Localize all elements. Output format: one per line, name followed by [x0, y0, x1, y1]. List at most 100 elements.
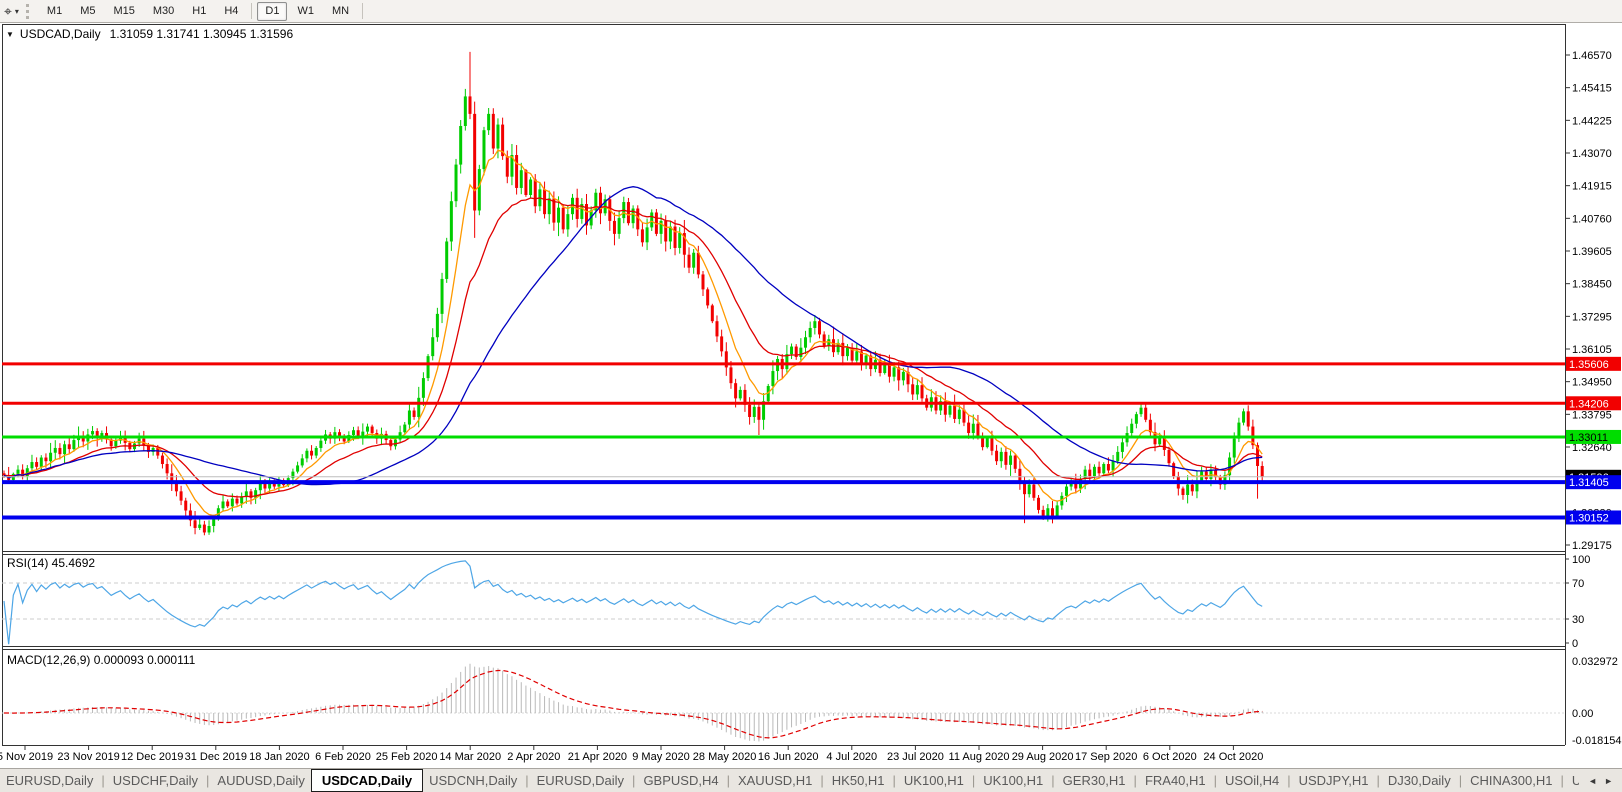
symbol-tabbar: EURUSD,Daily | USDCHF,Daily | AUDUSD,Daily US… — [0, 768, 1622, 792]
svg-text:1.44225: 1.44225 — [1572, 115, 1612, 127]
svg-text:18 Jan 2020: 18 Jan 2020 — [249, 751, 310, 763]
svg-text:1.32640: 1.32640 — [1572, 442, 1612, 454]
symbol-tab-china300-16[interactable]: CHINA300,H1 — [1470, 773, 1553, 788]
svg-text:23 Nov 2019: 23 Nov 2019 — [57, 751, 119, 763]
tab-separator: | — [1458, 773, 1463, 788]
tab-scroll-arrows: ◄ ► — [1579, 769, 1622, 792]
symbol-tab-gbpusd-6[interactable]: GBPUSD,H4 — [643, 773, 719, 788]
svg-text:4 Jul 2020: 4 Jul 2020 — [826, 751, 877, 763]
symbol-tabs: EURUSD,Daily | USDCHF,Daily | AUDUSD,Daily US… — [0, 769, 1579, 792]
svg-text:1.33795: 1.33795 — [1572, 409, 1612, 421]
chart-plot-surface[interactable] — [2, 24, 1565, 551]
symbol-tab-uk100-9[interactable]: UK100,H1 — [903, 773, 964, 788]
toolbar-grip[interactable] — [25, 3, 32, 19]
tab-separator: | — [820, 773, 824, 788]
symbol-tab-hk50-8[interactable]: HK50,H1 — [831, 773, 885, 788]
svg-text:1.40760: 1.40760 — [1572, 213, 1612, 225]
tab-separator: | — [1376, 773, 1380, 788]
svg-text:1.41915: 1.41915 — [1572, 181, 1612, 193]
symbol-tab-usdcad-3[interactable]: USDCAD,Daily — [310, 769, 424, 792]
svg-text:12 Dec 2019: 12 Dec 2019 — [121, 751, 183, 763]
svg-text:1.43070: 1.43070 — [1572, 148, 1612, 160]
svg-text:6 Oct 2020: 6 Oct 2020 — [1143, 751, 1197, 763]
chart-title[interactable]: ▼ USDCAD,Daily 1.31059 1.31741 1.30945 1… — [6, 27, 293, 41]
timeframe-button-w1[interactable]: W1 — [297, 4, 314, 17]
chart-area[interactable]: 1.46570 1.45415 1.44225 1.43070 1.41915 1.407… — [0, 23, 1622, 768]
symbol-tab-xauusd-7[interactable]: XAUUSD,H1 — [737, 773, 813, 788]
symbol-tab-usoil-17[interactable]: USOil,H1 — [1571, 773, 1580, 788]
crosshair-tool-icon: ⌖ — [4, 3, 12, 19]
dropdown-caret-icon: ▾ — [14, 6, 19, 16]
svg-text:31 Dec 2019: 31 Dec 2019 — [185, 751, 247, 763]
timeframe-button-m30[interactable]: M30 — [152, 4, 175, 17]
tab-separator: | — [726, 773, 730, 788]
symbol-tab-ger30-11[interactable]: GER30,H1 — [1062, 773, 1126, 788]
ma-line-sma40 — [3, 186, 1263, 486]
tab-separator: | — [1287, 773, 1291, 788]
cursor-tool-button[interactable]: ⌖ ▾ — [1, 4, 22, 18]
timeframe-button-m1[interactable]: M1 — [46, 4, 63, 17]
svg-text:2 Apr 2020: 2 Apr 2020 — [507, 751, 560, 763]
macd-label: MACD(12,26,9) 0.000093 0.000111 — [7, 653, 196, 667]
svg-text:1.45415: 1.45415 — [1572, 83, 1612, 95]
timeframe-button-m15[interactable]: M15 — [113, 4, 135, 17]
tab-separator: | — [1213, 773, 1218, 788]
symbol-tab-fra40-12[interactable]: FRA40,H1 — [1144, 773, 1206, 788]
date-axis[interactable]: 5 Nov 2019 23 Nov 2019 12 Dec 2019 31 Dec 2… — [0, 745, 1263, 763]
tab-separator: | — [971, 773, 976, 788]
svg-text:1.39605: 1.39605 — [1572, 246, 1612, 258]
symbol-tab-audusd-2[interactable]: AUDUSD,Daily — [217, 773, 305, 788]
symbol-tab-usdjpy-14[interactable]: USDJPY,H1 — [1298, 773, 1369, 788]
svg-text:0: 0 — [1572, 638, 1578, 650]
svg-text:9 May 2020: 9 May 2020 — [632, 751, 689, 763]
ohlc-values: 1.31059 1.31741 1.30945 1.31596 — [109, 27, 294, 41]
timeframe-button-m5[interactable]: M5 — [80, 4, 96, 17]
svg-text:5 Nov 2019: 5 Nov 2019 — [0, 751, 53, 763]
symbol-tab-uk100-10[interactable]: UK100,H1 — [983, 773, 1044, 788]
ma-line-ema20 — [3, 197, 1263, 498]
svg-text:16 Jun 2020: 16 Jun 2020 — [758, 751, 819, 763]
svg-text:1.38450: 1.38450 — [1572, 279, 1612, 291]
timeframe-buttons: M1 M5 M15 M30 H1 H4 D1 W1 MN — [38, 1, 367, 21]
symbol-tab-eurusd-5[interactable]: EURUSD,Daily — [536, 773, 625, 788]
symbol-tab-dj30-15[interactable]: DJ30,Daily — [1387, 773, 1451, 788]
svg-text:30: 30 — [1572, 614, 1584, 626]
timeframe-button-mn[interactable]: MN — [331, 4, 350, 17]
svg-text:6 Feb 2020: 6 Feb 2020 — [315, 751, 371, 763]
tab-separator: | — [1560, 773, 1564, 788]
symbol-tab-usoil-13[interactable]: USOil,H4 — [1225, 773, 1280, 788]
toolbar-separator — [362, 3, 364, 19]
tab-scroll-right-button[interactable]: ► — [1604, 775, 1613, 786]
svg-text:29 Aug 2020: 29 Aug 2020 — [1012, 751, 1074, 763]
symbol-tab-eurusd-0[interactable]: EURUSD,Daily — [6, 773, 94, 788]
tab-separator: | — [1133, 773, 1137, 788]
svg-text:24 Oct 2020: 24 Oct 2020 — [1203, 751, 1263, 763]
timeframe-button-h1[interactable]: H1 — [192, 4, 207, 17]
macd-panel: 0.032972 0.00 -0.018154 — [2, 656, 1622, 747]
symbol-tab-usdcnh-4[interactable]: USDCNH,Daily — [429, 773, 518, 788]
timeframe-button-d1[interactable]: D1 — [257, 1, 288, 21]
svg-text:100: 100 — [1572, 554, 1590, 566]
svg-text:1.34950: 1.34950 — [1572, 377, 1612, 389]
symbol-label: USDCAD,Daily — [19, 27, 101, 41]
svg-text:1.31405: 1.31405 — [1569, 477, 1609, 489]
svg-text:1.36105: 1.36105 — [1572, 344, 1612, 356]
tab-separator: | — [525, 773, 529, 788]
svg-text:1.46570: 1.46570 — [1572, 50, 1612, 62]
candles-layer — [2, 51, 1264, 536]
svg-text:0.00: 0.00 — [1572, 708, 1593, 720]
tab-separator: | — [206, 773, 210, 788]
svg-text:1.30152: 1.30152 — [1569, 512, 1609, 524]
svg-text:-0.018154: -0.018154 — [1572, 735, 1622, 747]
symbol-tab-usdchf-1[interactable]: USDCHF,Daily — [112, 773, 199, 788]
chart-canvas[interactable]: 1.46570 1.45415 1.44225 1.43070 1.41915 1.407… — [0, 23, 1622, 768]
timeframe-button-h4[interactable]: H4 — [224, 4, 239, 17]
svg-text:1.33011: 1.33011 — [1569, 432, 1608, 444]
panel-borders — [2, 24, 1566, 746]
tab-scroll-left-button[interactable]: ◄ — [1588, 775, 1598, 786]
rsi-label: RSI(14) 45.4692 — [7, 556, 96, 570]
svg-text:25 Feb 2020: 25 Feb 2020 — [376, 751, 438, 763]
svg-text:1.35606: 1.35606 — [1569, 359, 1609, 371]
collapse-caret-icon[interactable]: ▼ — [6, 29, 14, 39]
